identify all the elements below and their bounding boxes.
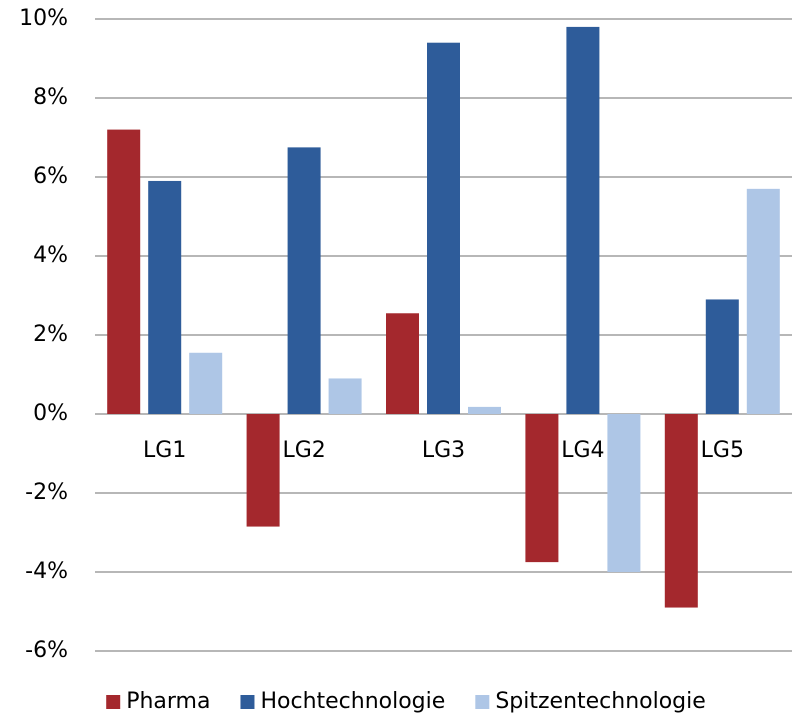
x-tick-label: LG5: [701, 438, 744, 463]
y-tick-label: -4%: [25, 559, 68, 584]
legend-swatch: [106, 695, 121, 709]
bar: [664, 414, 698, 608]
bar: [607, 414, 641, 572]
bar: [148, 180, 182, 414]
legend-swatch: [475, 695, 490, 709]
legend-swatch: [240, 695, 255, 709]
bar: [328, 378, 362, 414]
y-tick-label: 6%: [33, 164, 68, 189]
legend-label: Pharma: [126, 689, 210, 714]
bar: [287, 147, 321, 414]
x-tick-label: LG1: [143, 438, 186, 463]
bar: [189, 352, 223, 414]
bar: [468, 406, 501, 414]
y-tick-label: 4%: [33, 243, 68, 268]
legend-label: Hochtechnologie: [260, 689, 445, 714]
bar: [525, 414, 559, 563]
legend-label: Spitzentechnologie: [495, 689, 705, 714]
bar: [746, 188, 780, 414]
y-tick-label: 8%: [33, 85, 68, 110]
y-tick-label: 0%: [33, 401, 68, 426]
x-tick-label: LG3: [422, 438, 465, 463]
x-tick-label: LG2: [282, 438, 325, 463]
bar: [566, 26, 600, 415]
bar: [246, 414, 280, 527]
x-tick-label: LG4: [561, 438, 604, 463]
y-tick-label: -6%: [25, 638, 68, 663]
bar: [427, 42, 460, 414]
y-tick-label: -2%: [25, 480, 68, 505]
bar: [107, 129, 141, 414]
bar: [386, 313, 419, 414]
y-tick-label: 10%: [19, 6, 68, 31]
bar: [705, 299, 739, 414]
y-tick-label: 2%: [33, 322, 68, 347]
